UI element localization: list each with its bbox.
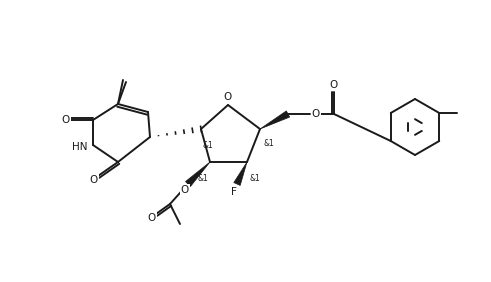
- Polygon shape: [186, 162, 210, 186]
- Text: HN: HN: [73, 142, 88, 152]
- Text: O: O: [90, 175, 98, 185]
- Text: &1: &1: [203, 141, 214, 150]
- Text: O: O: [181, 185, 189, 195]
- Text: &1: &1: [250, 174, 261, 183]
- Text: F: F: [231, 187, 237, 197]
- Polygon shape: [260, 111, 290, 129]
- Text: &1: &1: [197, 174, 208, 183]
- Text: O: O: [224, 92, 232, 102]
- Text: O: O: [330, 80, 338, 90]
- Text: O: O: [62, 115, 70, 125]
- Text: O: O: [148, 213, 156, 223]
- Text: &1: &1: [264, 139, 275, 148]
- Text: O: O: [312, 109, 320, 119]
- Polygon shape: [234, 162, 247, 186]
